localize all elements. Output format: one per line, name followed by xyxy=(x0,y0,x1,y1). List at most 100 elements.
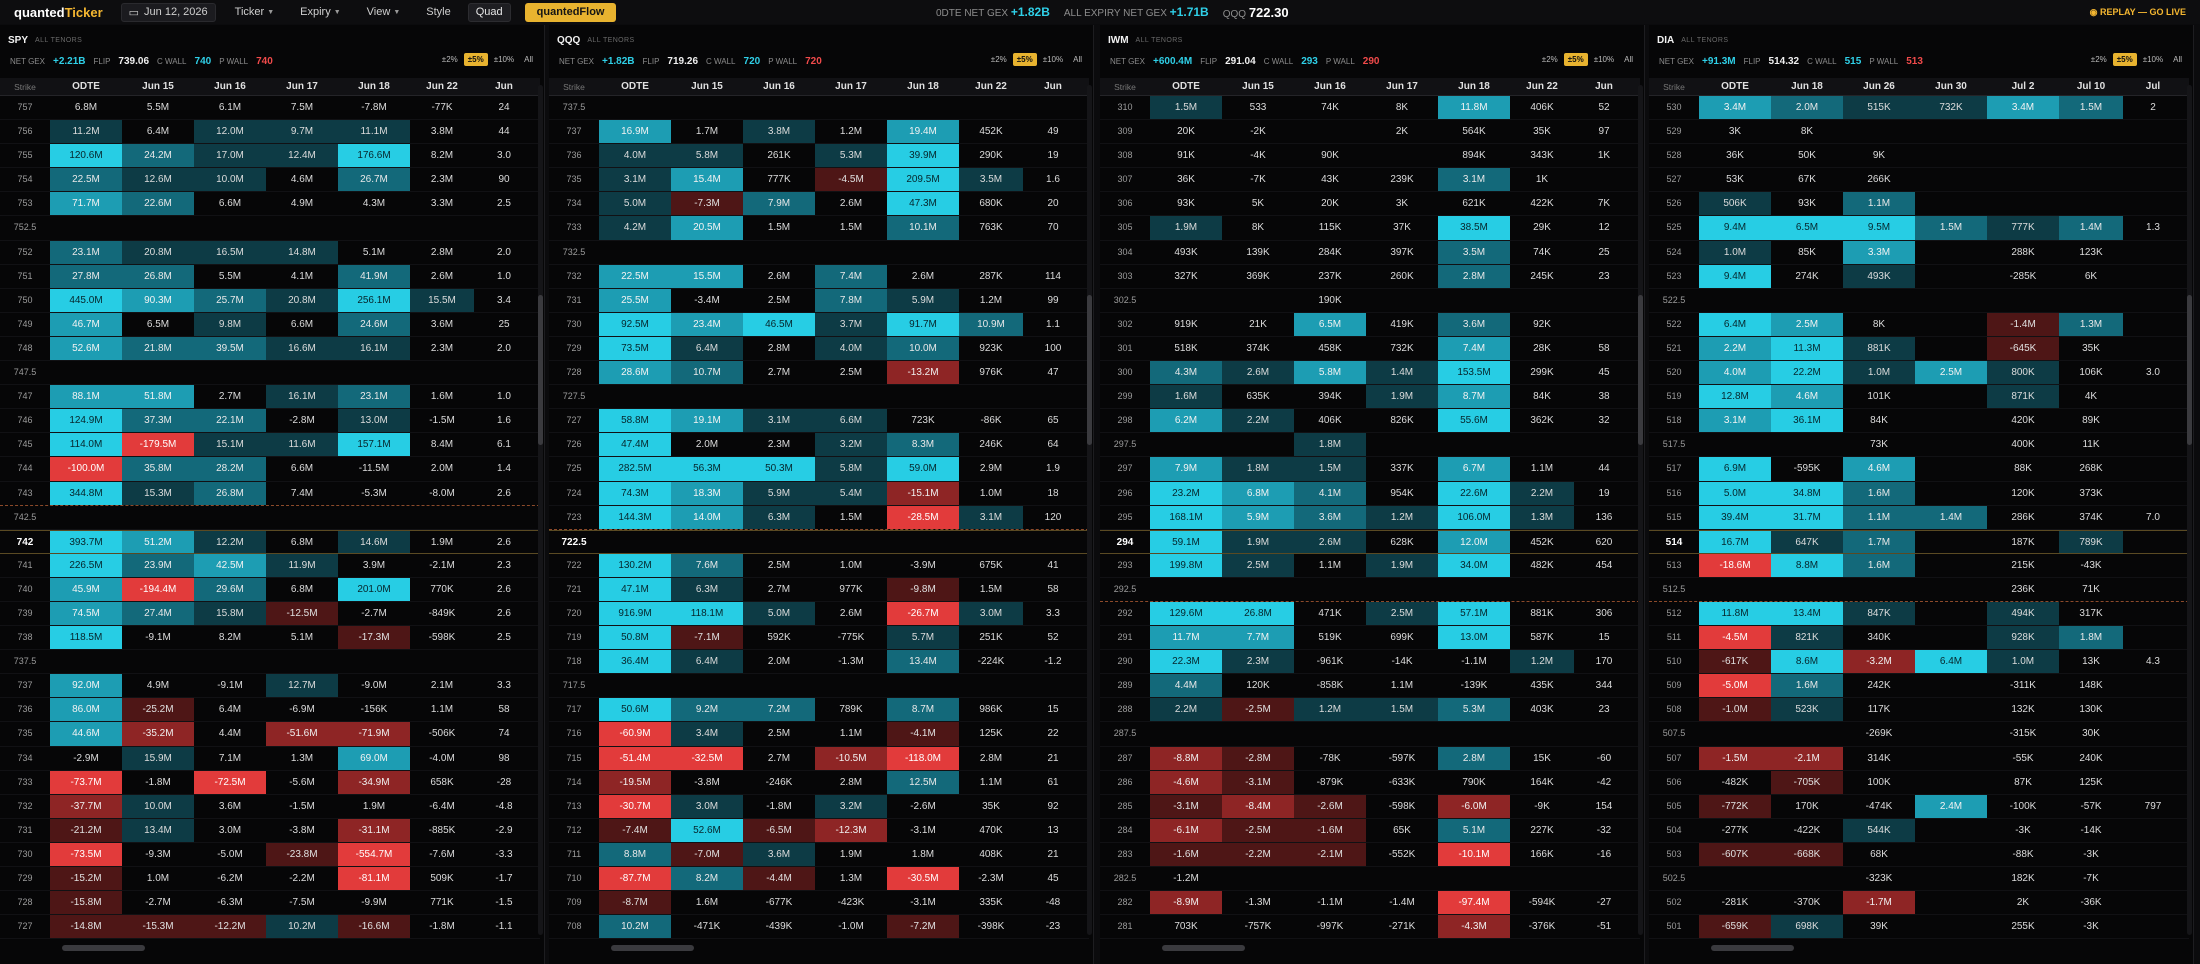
gex-cell: 19.4M xyxy=(887,120,959,144)
ticker-menu-button[interactable]: Ticker ▼ xyxy=(234,6,275,18)
column-header[interactable]: Strike xyxy=(1114,82,1136,92)
column-header[interactable]: Jun 15 xyxy=(691,81,723,92)
column-header[interactable]: Jun 30 xyxy=(1935,81,1967,92)
panel-symbol[interactable]: QQQ xyxy=(557,34,581,46)
quantedflow-button[interactable]: quantedFlow xyxy=(524,2,617,22)
expiry-menu-button[interactable]: Expiry ▼ xyxy=(300,6,341,18)
range-option[interactable]: ±10% xyxy=(1042,55,1064,64)
column-header[interactable]: Strike xyxy=(14,82,36,92)
call-wall-value: 515 xyxy=(1844,55,1862,67)
gex-cell: 533 xyxy=(1249,102,1267,113)
gex-cell: -81.1M xyxy=(338,867,410,891)
scrollbar-thumb[interactable] xyxy=(1087,295,1092,445)
range-option[interactable]: ±2% xyxy=(2090,55,2107,64)
range-option[interactable]: ±2% xyxy=(1541,55,1558,64)
gex-cell: 53K xyxy=(1726,174,1744,186)
column-header[interactable]: ODTE xyxy=(1172,81,1200,92)
column-header[interactable]: Jun xyxy=(1595,81,1613,92)
column-header[interactable]: Jun 17 xyxy=(1386,81,1418,92)
column-header[interactable]: Jun 15 xyxy=(1242,81,1274,92)
horizontal-scrollbar[interactable] xyxy=(1162,945,1245,951)
column-header[interactable]: Strike xyxy=(563,82,585,92)
strike-cell: 749 xyxy=(17,318,33,329)
column-header[interactable]: Jun 15 xyxy=(142,81,174,92)
range-option[interactable]: All xyxy=(1073,55,1082,64)
column-header[interactable]: Jun 18 xyxy=(1458,81,1490,92)
range-option[interactable]: ±10% xyxy=(1593,55,1615,64)
gex-cell: -30.5M xyxy=(887,867,959,891)
scrollbar-thumb[interactable] xyxy=(538,295,543,445)
scrollbar-thumb[interactable] xyxy=(2187,295,2192,445)
column-header[interactable]: Jul 10 xyxy=(2076,81,2106,92)
column-header[interactable]: ODTE xyxy=(621,81,649,92)
range-option[interactable]: ±2% xyxy=(441,55,458,64)
gex-cell xyxy=(122,216,194,239)
column-header[interactable]: Jun 17 xyxy=(286,81,318,92)
column-header[interactable]: ODTE xyxy=(1721,81,1749,92)
vertical-scrollbar[interactable] xyxy=(2187,85,2192,935)
range-option[interactable]: All xyxy=(1624,55,1633,64)
range-option[interactable]: ±10% xyxy=(493,55,515,64)
strike-cell: 737.5 xyxy=(13,656,37,667)
range-option[interactable]: All xyxy=(524,55,533,64)
column-header[interactable]: Strike xyxy=(1663,82,1685,92)
vertical-scrollbar[interactable] xyxy=(538,85,543,935)
column-header[interactable]: Jun 22 xyxy=(426,81,458,92)
gex-cell: 47.1M xyxy=(599,577,671,601)
column-header[interactable]: Jun 22 xyxy=(975,81,1007,92)
column-header[interactable]: Jun 22 xyxy=(1526,81,1558,92)
column-header[interactable]: Jun 18 xyxy=(358,81,390,92)
style-button[interactable]: Style xyxy=(426,6,451,18)
horizontal-scrollbar[interactable] xyxy=(62,945,145,951)
quad-layout-button[interactable]: Quad xyxy=(467,2,511,22)
gex-cell: 10.2M xyxy=(266,915,338,939)
gex-cell xyxy=(1510,867,1574,890)
column-header[interactable]: Jun 16 xyxy=(763,81,795,92)
brand-logo[interactable]: quantedTicker xyxy=(14,4,103,20)
range-option[interactable]: All xyxy=(2173,55,2182,64)
table-row: 752.5 xyxy=(0,216,540,241)
range-option[interactable]: ±2% xyxy=(990,55,1007,64)
gex-cell: 2.7M xyxy=(767,583,791,595)
panel-tenor-label: ALL TENORS xyxy=(1681,36,1729,44)
vertical-scrollbar[interactable] xyxy=(1638,85,1643,935)
column-header[interactable]: ODTE xyxy=(72,81,100,92)
table-row: 720 916.9M 118.1M 5.0M 2.6M -26.7M 3.0M 3.3 xyxy=(549,601,1089,627)
vertical-scrollbar[interactable] xyxy=(1087,85,1092,935)
column-header[interactable]: Jun 18 xyxy=(1791,81,1823,92)
column-header[interactable]: Jun xyxy=(495,81,513,92)
gex-cell: -6.4M xyxy=(429,800,455,812)
column-header[interactable]: Jun 16 xyxy=(1314,81,1346,92)
column-header[interactable]: Jul 2 xyxy=(2011,81,2035,92)
table-row: 757 6.8M 5.5M 6.1M 7.5M -7.8M -77K 24 xyxy=(0,96,540,121)
gex-cell: 49 xyxy=(1047,126,1059,138)
column-header[interactable]: Jun 26 xyxy=(1863,81,1895,92)
gex-cell: 59.0M xyxy=(887,457,959,481)
gex-cell: 723K xyxy=(911,415,935,427)
scrollbar-thumb[interactable] xyxy=(1638,295,1643,445)
range-option[interactable]: ±5% xyxy=(1012,53,1037,66)
column-header[interactable]: Jun 18 xyxy=(907,81,939,92)
panel-symbol[interactable]: IWM xyxy=(1108,34,1129,46)
date-picker-button[interactable]: ▭ Jun 12, 2026 xyxy=(120,2,216,22)
range-option[interactable]: ±10% xyxy=(2142,55,2164,64)
gex-cell: 130.2M xyxy=(599,553,671,577)
column-header[interactable]: Jun xyxy=(1044,81,1062,92)
horizontal-scrollbar[interactable] xyxy=(611,945,694,951)
gex-cell: 10.1M xyxy=(887,216,959,240)
gex-cell: 647K xyxy=(1771,530,1843,553)
column-header[interactable]: Jul xyxy=(2145,81,2161,92)
column-header[interactable]: Jun 17 xyxy=(835,81,867,92)
panel-symbol[interactable]: SPY xyxy=(8,34,29,46)
range-option[interactable]: ±5% xyxy=(463,53,488,66)
replay-go-live-button[interactable]: ◉ REPLAY — GO LIVE xyxy=(2089,6,2186,17)
gex-cell: 39.4M xyxy=(1699,505,1771,529)
horizontal-scrollbar[interactable] xyxy=(1711,945,1794,951)
panel-symbol[interactable]: DIA xyxy=(1657,34,1675,46)
range-option[interactable]: ±5% xyxy=(2112,53,2137,66)
gex-cell xyxy=(410,650,474,673)
range-option[interactable]: ±5% xyxy=(1563,53,1588,66)
column-header[interactable]: Jun 16 xyxy=(214,81,246,92)
strike-cell: 309 xyxy=(1117,126,1133,137)
view-menu-button[interactable]: View ▼ xyxy=(366,6,401,18)
